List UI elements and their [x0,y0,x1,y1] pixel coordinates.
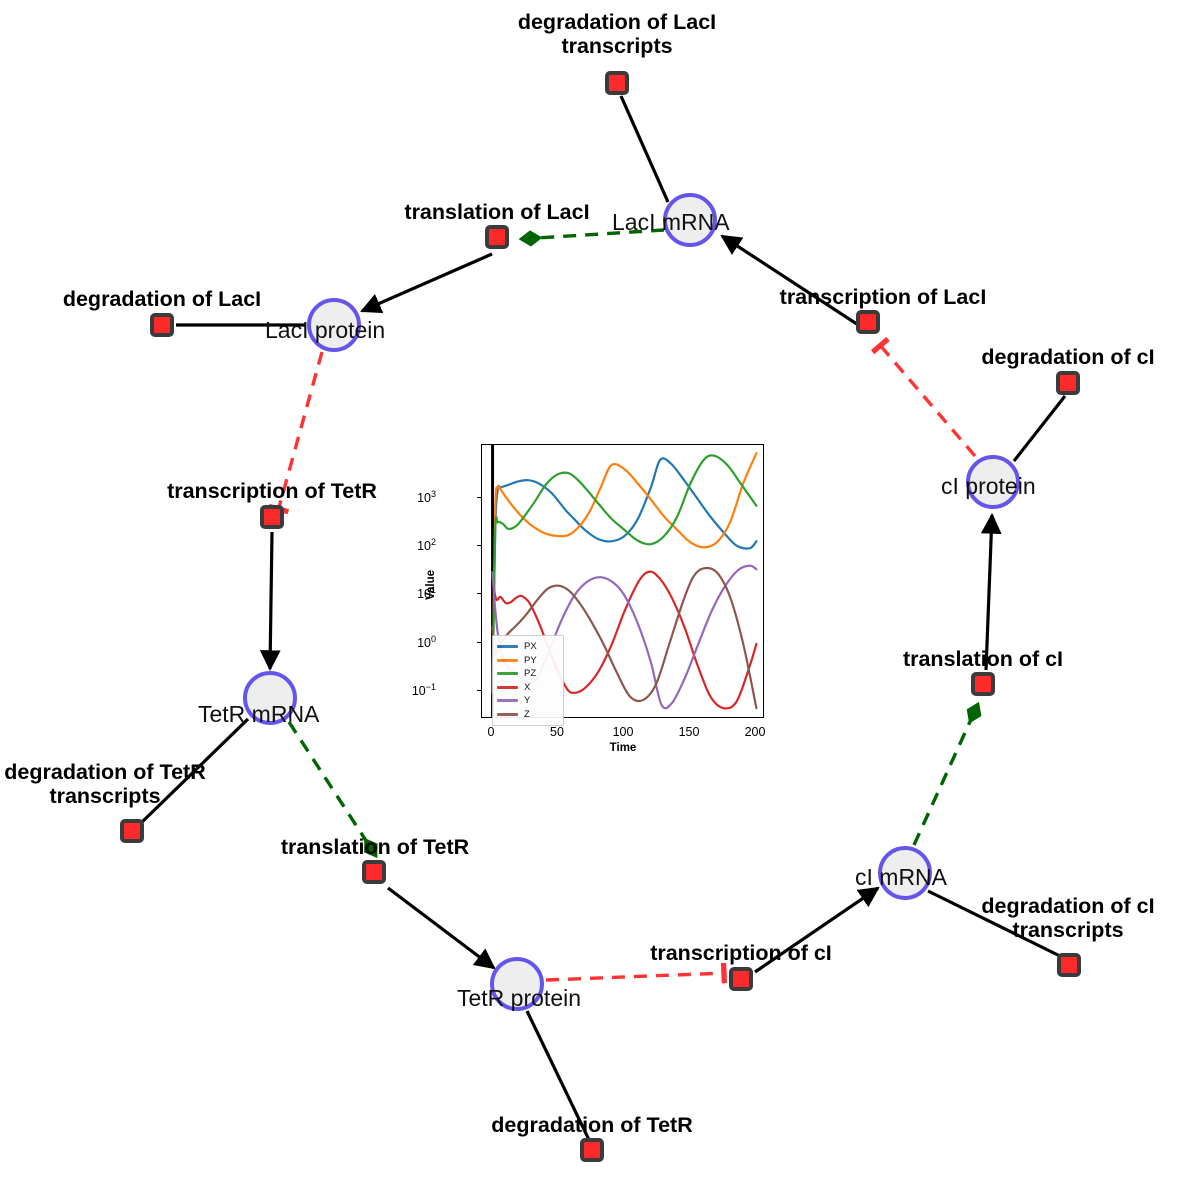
edge-ci-protein-to-degradation-ci [1012,395,1067,462]
chart-x-axis-label: Time [609,742,637,754]
species-node-laci-protein[interactable] [307,298,361,352]
reaction-label-transcription-ci: transcription of cI [650,941,832,965]
reaction-node-degradation-ci[interactable] [1056,371,1080,395]
reaction-node-translation-ci[interactable] [971,672,995,696]
edge-transcription-laci-to-laci-mrna [720,234,867,332]
legend-label-py: PY [524,654,537,666]
edge-laci-mrna-to-translation-laci-modifier [518,228,665,247]
edge-translation-laci-to-laci-protein [360,252,493,314]
legend-item-pz[interactable]: PZ [497,667,559,681]
chart-y-tick-1: 100 [417,633,436,651]
reaction-label-translation-tetr: translation of TetR [280,835,470,859]
legend-label-z: Z [524,708,530,720]
edge-ci-mrna-to-degradation-ci-transcripts [927,889,1065,960]
species-label-tetr-mrna: TetR mRNA [198,701,320,727]
chart-series-px [491,457,758,694]
species-node-ci-protein[interactable] [966,455,1020,509]
timecourse-figure: Value 103 102 101 100 10−1 0 50 100 150 … [412,437,773,759]
edge-transcription-tetr-to-tetr-mrna [259,531,281,672]
reaction-node-translation-laci[interactable] [485,225,509,249]
reaction-label-degradation-tetr-transcripts: degradation of TetR transcripts [4,760,206,809]
chart-y-tick-1000: 103 [417,488,436,506]
legend-label-pz: PZ [524,668,537,679]
chart-x-tick-150: 150 [678,725,700,739]
legend-swatch-py [497,658,518,662]
reaction-label-translation-laci: translation of LacI [404,200,590,224]
edge-tetr-protein-to-degradation-tetr [525,1010,593,1145]
reaction-label-degradation-ci: degradation of cI [981,345,1155,369]
chart-x-tick-100: 100 [612,725,634,739]
reaction-node-transcription-laci[interactable] [856,310,880,334]
edge-laci-protein-inhibits-transcription-tetr [268,351,324,515]
legend-swatch-z [497,712,518,716]
edge-tetr-mrna-to-degradation-tetr-transcripts [138,717,250,826]
reaction-node-translation-tetr[interactable] [362,860,386,884]
edge-ci-mrna-to-translation-ci-modifier [912,701,982,846]
edge-ci-protein-inhibits-transcription-laci [870,336,977,458]
legend-item-z[interactable]: Z [497,708,559,722]
chart-series-pz [491,454,758,694]
edge-tetr-protein-inhibits-transcription-ci [545,962,728,984]
reaction-node-degradation-tetr[interactable] [580,1138,604,1162]
chart-x-tick-200: 200 [744,725,766,739]
reaction-node-degradation-laci[interactable] [150,313,174,337]
edge-transcription-ci-to-ci-mrna [754,886,880,974]
legend-item-y[interactable]: Y [497,694,559,708]
chart-y-tickmark-1000 [477,497,481,499]
chart-y-tick-100: 102 [417,536,436,554]
reaction-label-degradation-tetr: degradation of TetR [491,1113,693,1137]
legend-swatch-pz [497,672,518,676]
legend-item-px[interactable]: PX [497,640,559,654]
reaction-label-transcription-laci: transcription of LacI [779,285,987,309]
reaction-label-transcription-tetr: transcription of TetR [167,479,377,503]
edge-laci-mrna-to-degradation [619,95,670,203]
chart-y-tickmark-10 [477,593,481,595]
reaction-node-transcription-ci[interactable] [729,967,753,991]
chart-y-tick-0.1: 10−1 [411,681,436,699]
edge-translation-tetr-to-tetr-protein [387,886,496,970]
species-label-ci-protein: cI protein [941,473,1036,499]
chart-y-tickmark-0.1 [477,690,481,692]
species-node-laci-mrna[interactable] [663,193,717,247]
species-label-tetr-protein: TetR protein [457,985,582,1011]
reaction-node-degradation-tetr-transcripts[interactable] [120,819,144,843]
legend-swatch-px [497,645,518,649]
species-node-tetr-protein[interactable] [490,957,544,1011]
chart-series-z [491,566,758,710]
chart-plot-area: PX PY PZ X Y Z [481,444,764,726]
reaction-node-transcription-tetr[interactable] [260,505,284,529]
chart-y-tickmark-1 [477,642,481,644]
chart-y-tick-10: 101 [417,584,436,602]
reaction-label-degradation-laci: degradation of LacI [62,287,262,311]
legend-label-x: X [524,681,531,693]
species-label-ci-mrna: cI mRNA [855,864,947,890]
species-label-laci-mrna: LacI mRNA [612,209,730,235]
legend-label-y: Y [524,695,531,706]
legend-swatch-x [497,685,518,689]
species-label-laci-protein: LacI protein [265,317,386,343]
chart-x-tick-50: 50 [550,725,564,739]
legend-item-x[interactable]: X [497,681,559,695]
edge-translation-ci-to-ci-protein [980,512,1002,671]
chart-series-py [491,452,758,694]
chart-y-tickmark-100 [477,545,481,547]
legend-item-py[interactable]: PY [497,654,559,668]
legend-label-px: PX [524,641,537,652]
edge-tetr-mrna-to-translation-tetr-modifier [287,721,378,858]
chart-x-tick-0: 0 [487,725,495,739]
species-node-tetr-mrna[interactable] [243,671,297,725]
reaction-label-degradation-laci-transcripts: degradation of LacI transcripts [517,10,717,59]
reaction-label-translation-ci: translation of cI [902,647,1064,671]
chart-series-x [491,570,758,710]
reaction-label-degradation-ci-transcripts: degradation of cI transcripts [981,894,1155,943]
legend-swatch-y [497,699,518,703]
species-node-ci-mrna[interactable] [878,846,932,900]
reaction-node-degradation-laci-transcripts[interactable] [605,71,629,95]
reaction-node-degradation-ci-transcripts[interactable] [1057,953,1081,977]
chart-legend[interactable]: PX PY PZ X Y Z [492,635,564,726]
